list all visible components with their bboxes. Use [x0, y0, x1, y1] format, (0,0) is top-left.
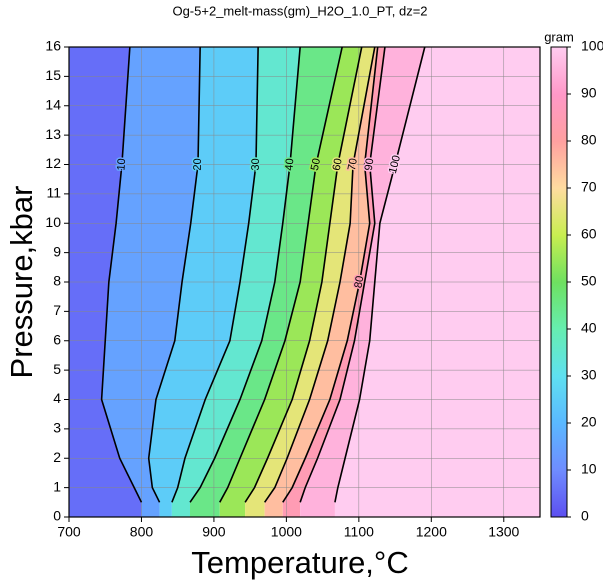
y-tick-label: 12 [45, 155, 61, 171]
colorbar-tick-label: 70 [581, 179, 597, 195]
colorbar-label: gram [544, 29, 574, 44]
y-tick-label: 0 [53, 508, 61, 524]
y-tick-label: 10 [45, 214, 61, 230]
chart-title: Og-5+2_melt-mass(gm)_H2O_1.0_PT, dz=2 [172, 3, 427, 18]
contour-label: 20 [192, 158, 204, 170]
y-tick-label: 15 [45, 67, 61, 83]
colorbar-segment [551, 282, 567, 330]
colorbar-tick-label: 60 [581, 226, 597, 242]
colorbar-segment [551, 141, 567, 189]
colorbar-tick-label: 30 [581, 367, 597, 383]
colorbar-segment [551, 235, 567, 283]
contour-line [244, 46, 363, 503]
contour-line [282, 46, 379, 503]
colorbar-segment [551, 47, 567, 95]
y-tick-label: 16 [45, 38, 61, 54]
x-axis-label: Temperature,°C [191, 545, 408, 580]
colorbar-segment [551, 470, 567, 518]
x-tick-label: 700 [57, 524, 81, 540]
contour-line [100, 46, 143, 503]
contour-line [147, 46, 201, 503]
contour-line [334, 46, 426, 503]
y-tick-label: 13 [45, 126, 61, 142]
contour-label: 30 [250, 158, 262, 170]
contour-line [299, 46, 386, 503]
colorbar-tick-label: 10 [581, 461, 597, 477]
contour-label: 40 [283, 158, 296, 171]
x-tick-label: 800 [130, 524, 154, 540]
contour-label: 10 [115, 158, 128, 171]
y-tick-label: 1 [53, 478, 61, 494]
colorbar-segment [551, 423, 567, 471]
x-tick-label: 1000 [271, 524, 302, 540]
x-tick-label: 1200 [416, 524, 447, 540]
y-tick-label: 3 [53, 420, 61, 436]
contour-label: 70 [346, 157, 360, 171]
colorbar-tick-label: 50 [581, 273, 597, 289]
x-tick-label: 900 [202, 524, 226, 540]
contour-line [171, 46, 259, 503]
colorbar-segment [551, 376, 567, 424]
colorbar-segment [551, 188, 567, 236]
y-tick-label: 14 [45, 96, 61, 112]
y-tick-label: 8 [53, 273, 61, 289]
colorbar-tick-label: 0 [581, 508, 589, 524]
x-tick-label: 1100 [344, 524, 374, 540]
contour-label: 90 [363, 158, 376, 172]
y-tick-label: 9 [53, 243, 61, 259]
contour-line [219, 46, 343, 503]
y-axis-label: Pressure,kbar [4, 186, 39, 379]
colorbar-tick-label: 90 [581, 85, 597, 101]
y-tick-label: 11 [46, 185, 61, 201]
colorbar-tick-label: 80 [581, 132, 597, 148]
contour-label: 50 [309, 157, 323, 172]
y-tick-label: 4 [53, 390, 61, 406]
colorbar-segment [551, 329, 567, 377]
contour-line [263, 46, 376, 503]
colorbar-tick-label: 100 [581, 38, 603, 54]
colorbar-segment [551, 94, 567, 142]
y-tick-label: 2 [53, 449, 61, 465]
contour-label: 60 [331, 157, 345, 171]
y-tick-label: 6 [53, 331, 61, 347]
colorbar-tick-label: 40 [581, 320, 597, 336]
contour-line [189, 46, 301, 503]
x-tick-label: 1300 [488, 524, 519, 540]
y-tick-label: 5 [53, 361, 61, 377]
y-tick-label: 7 [53, 302, 61, 318]
colorbar-tick-label: 20 [581, 414, 597, 430]
